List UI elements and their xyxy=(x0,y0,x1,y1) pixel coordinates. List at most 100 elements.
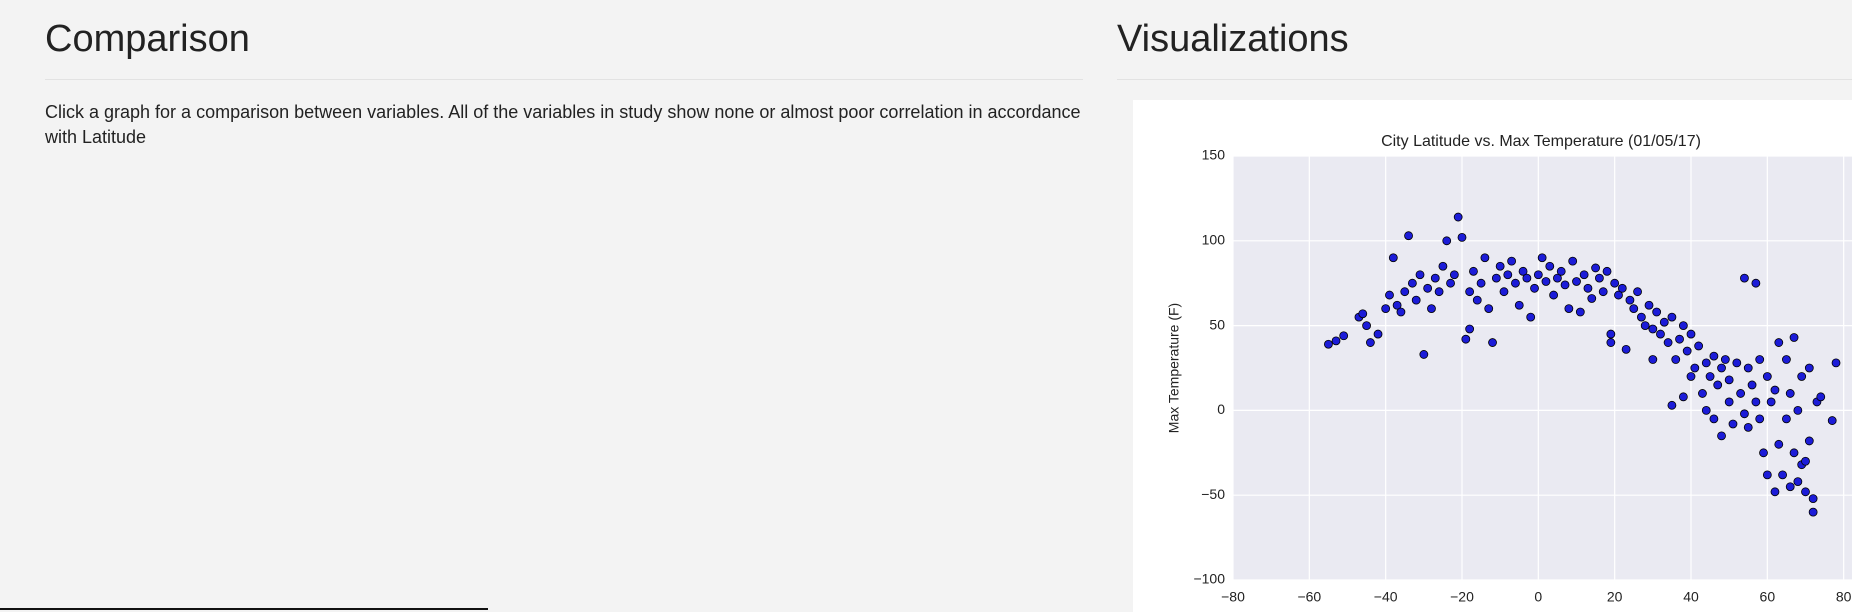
data-point xyxy=(1656,329,1665,339)
data-point xyxy=(1404,231,1413,241)
x-tick-label: 0 xyxy=(1534,589,1542,605)
data-point xyxy=(1713,380,1723,390)
x-tick-label: 20 xyxy=(1607,589,1623,605)
data-point xyxy=(1770,385,1780,395)
data-point xyxy=(1415,270,1425,280)
data-point xyxy=(1778,470,1787,480)
data-point xyxy=(1472,295,1482,305)
data-point xyxy=(1659,317,1669,327)
chart-title: City Latitude vs. Max Temperature (01/05… xyxy=(1381,133,1701,150)
data-point xyxy=(1568,256,1578,266)
data-point xyxy=(1804,436,1814,446)
data-point xyxy=(1388,253,1398,263)
data-point xyxy=(1560,280,1570,290)
data-point xyxy=(1705,372,1715,381)
data-point xyxy=(1522,273,1532,283)
data-point xyxy=(1831,358,1841,368)
data-point xyxy=(1545,261,1555,271)
data-point xyxy=(1678,321,1688,331)
data-point xyxy=(1774,439,1784,449)
data-point xyxy=(1469,266,1478,276)
data-point xyxy=(1793,477,1803,487)
data-point xyxy=(1491,273,1501,283)
data-point xyxy=(1827,416,1837,425)
data-point xyxy=(1682,346,1692,356)
data-point xyxy=(1717,431,1726,441)
data-point xyxy=(1427,304,1436,314)
data-point xyxy=(1785,482,1795,492)
data-point xyxy=(1789,333,1799,342)
data-point xyxy=(1801,487,1810,497)
data-point xyxy=(1636,312,1646,322)
data-point xyxy=(1511,278,1520,288)
data-point xyxy=(1766,397,1776,407)
data-point xyxy=(1797,372,1807,381)
data-point xyxy=(1701,405,1711,415)
y-tick-label: −100 xyxy=(1193,571,1225,587)
data-point xyxy=(1808,507,1818,517)
x-tick-label: 60 xyxy=(1760,589,1776,605)
data-point xyxy=(1526,312,1536,322)
data-point xyxy=(1728,419,1738,429)
data-point xyxy=(1686,329,1696,339)
data-point xyxy=(1755,355,1765,364)
data-point xyxy=(1724,375,1734,385)
data-point xyxy=(1598,287,1608,297)
data-point xyxy=(1755,414,1765,424)
x-tick-label: 80 xyxy=(1836,589,1852,605)
data-point xyxy=(1400,287,1410,297)
data-point xyxy=(1701,358,1711,368)
data-point xyxy=(1621,344,1631,354)
y-tick-label: 50 xyxy=(1209,316,1225,332)
data-point xyxy=(1411,295,1421,305)
data-point xyxy=(1594,273,1604,283)
data-point xyxy=(1434,287,1444,297)
data-point xyxy=(1499,287,1509,297)
data-point xyxy=(1488,338,1497,347)
data-point xyxy=(1507,256,1517,266)
data-point xyxy=(1720,355,1730,364)
data-point xyxy=(1808,494,1818,503)
data-point xyxy=(1465,287,1475,297)
data-point xyxy=(1533,270,1543,280)
data-point xyxy=(1804,363,1814,373)
data-point xyxy=(1385,290,1394,300)
data-point xyxy=(1457,233,1467,242)
data-point xyxy=(1648,324,1658,334)
y-tick-label: 100 xyxy=(1202,232,1226,248)
data-point xyxy=(1331,336,1341,346)
data-point xyxy=(1740,273,1749,283)
data-point xyxy=(1617,283,1627,293)
data-point xyxy=(1537,253,1547,263)
data-point xyxy=(1625,295,1635,305)
data-point xyxy=(1484,304,1494,314)
plot-area xyxy=(1233,156,1852,580)
data-point xyxy=(1686,372,1696,381)
y-tick-label: −50 xyxy=(1201,486,1225,502)
data-point xyxy=(1556,266,1566,276)
data-point xyxy=(1663,338,1673,347)
description: Click a graph for a comparison between v… xyxy=(45,102,1081,147)
chart[interactable]: City Latitude vs. Max Temperature (01/05… xyxy=(1133,100,1852,612)
data-point xyxy=(1644,300,1654,310)
data-point xyxy=(1602,266,1612,276)
data-point xyxy=(1438,261,1448,271)
data-point xyxy=(1583,283,1593,293)
data-point xyxy=(1610,278,1620,288)
y-tick-label: 150 xyxy=(1202,147,1226,163)
data-point xyxy=(1648,355,1658,364)
data-point xyxy=(1362,321,1371,331)
data-point xyxy=(1774,338,1784,347)
data-point xyxy=(1667,400,1677,410)
data-point xyxy=(1793,405,1803,415)
data-point xyxy=(1606,338,1616,347)
data-point xyxy=(1747,380,1757,390)
data-point xyxy=(1736,389,1746,398)
x-tick-label: −40 xyxy=(1374,589,1398,605)
data-point xyxy=(1518,266,1528,276)
data-point xyxy=(1358,309,1368,319)
data-point xyxy=(1816,392,1826,402)
data-point xyxy=(1698,389,1707,398)
data-point xyxy=(1782,355,1791,364)
